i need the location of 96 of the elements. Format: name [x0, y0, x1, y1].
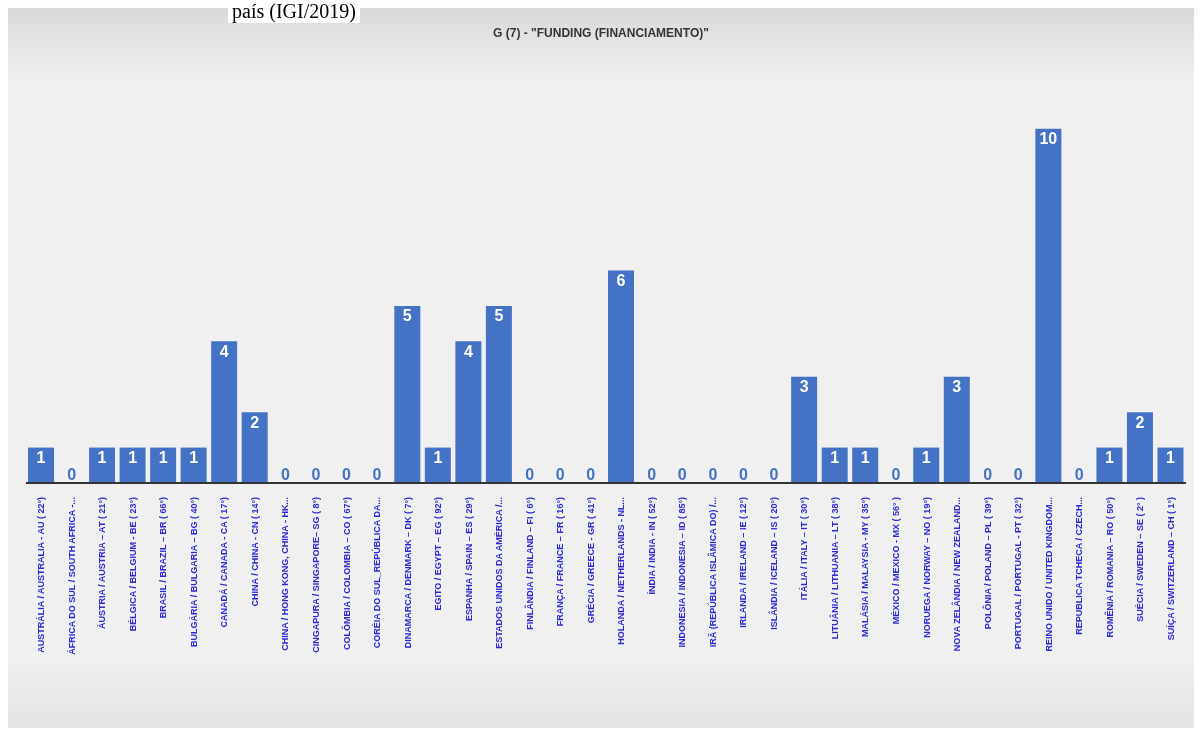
bar — [211, 341, 238, 483]
data-label: 0 — [677, 465, 687, 483]
data-label: 0 — [281, 465, 291, 483]
x-tick-label: BULGÁRIA / BULGARIA – BG ( 40°) — [188, 497, 199, 647]
data-label: 1 — [1104, 449, 1114, 467]
data-label: 5 — [494, 307, 504, 325]
x-tick-label: ÍNDIA / INDIA - IN ( 52°) — [646, 497, 657, 595]
data-label: 1 — [36, 449, 46, 467]
bar — [791, 376, 818, 483]
x-tick-label: SUÉCIA / SWEDEN – SE ( 2° ) — [1135, 497, 1146, 622]
data-label: 0 — [769, 465, 779, 483]
text: país (IGI/2019) — [228, 0, 360, 23]
x-tick-label: BÉLGICA / BELGIUM - BE ( 23°) — [127, 497, 138, 632]
data-label: 1 — [921, 449, 931, 467]
x-tick-label: FRANÇA / FRANCE – FR ( 16°) — [555, 497, 566, 627]
data-label: 0 — [311, 465, 321, 483]
x-tick-label: ÁUSTRIA / AUSTRIA – AT ( 21°) — [97, 497, 108, 630]
x-tick-label: ISLÂNDIA / ICELAND – IS ( 20°) — [767, 497, 779, 630]
x-tick-label: COLÔMBIA / COLOMBIA – CO ( 67°) — [340, 497, 352, 650]
data-label: 3 — [799, 378, 809, 396]
x-tick-label: SUÍÇA / SWITZERLAND – CH ( 1°) — [1165, 497, 1176, 641]
x-tick-label: REPUBLICA TCHECA / CZECH... — [1074, 497, 1085, 635]
chart-title: G (7) - "FUNDING (FINANCIAMENTO)" — [492, 26, 710, 40]
x-tick-label: HOLANDA / NETHERLANDS - NL... — [616, 497, 627, 645]
x-tick-label: FINLÂNDIA / FINLAND – FI ( 6°) — [523, 497, 535, 630]
bar — [150, 447, 177, 483]
data-label: 4 — [219, 342, 229, 360]
x-tick-label: MALÁSIA / MALAYSIA - MY ( 35°) — [860, 497, 871, 637]
x-tick-label: BRASIL / BRAZIL – BR ( 66°) — [158, 497, 169, 619]
bar — [1035, 128, 1062, 483]
x-tick-label: GRÉCIA / GREECE - GR ( 41°) — [585, 497, 596, 624]
bar — [455, 341, 482, 483]
data-label: 0 — [647, 465, 657, 483]
data-label: 3 — [952, 378, 962, 396]
x-tick-label: MÉXICO / MEXICO - MX ( 56° ) — [891, 497, 901, 625]
bar — [424, 447, 451, 483]
data-label: 1 — [860, 449, 870, 467]
data-label: 1 — [158, 449, 168, 467]
x-tick-label: EGITO / EGYPT – EG ( 92°) — [433, 497, 444, 611]
x-tick-label: DINAMARCA / DENMARK – DK ( 7°) — [402, 497, 413, 649]
data-label: 0 — [738, 465, 748, 483]
bar — [1157, 447, 1184, 483]
bar — [89, 447, 116, 483]
data-label: 0 — [586, 465, 596, 483]
data-label: 0 — [983, 465, 993, 483]
bar — [28, 447, 54, 483]
data-label: 4 — [463, 342, 473, 360]
x-tick-label: ESPANHA / SPAIN – ES ( 29°) — [463, 497, 474, 621]
data-label: 0 — [1013, 465, 1023, 483]
x-tick-label: CHINA / CHINA - CN ( 14°) — [249, 497, 260, 607]
x-tick-label: NOVA ZELÂNDIA / NEW ZEALAND... — [951, 497, 963, 652]
x-tick-label: LITUÂNIA / LITHUANIA – LT ( 38°) — [828, 497, 840, 640]
x-tick-label: PORTUGAL / PORTUGAL - PT ( 32°) — [1013, 497, 1024, 650]
x-tick-label: ROMÊNIA / ROMANIA – RO ( 50°) — [1103, 497, 1115, 638]
bar — [241, 412, 268, 483]
data-label: 0 — [67, 465, 77, 483]
x-tick-label: ESTADOS UNIDOS DA AMÉRICA /... — [494, 497, 505, 649]
x-tick-label: INDONESIA / INDONESIA – ID ( 85°) — [677, 497, 688, 648]
data-label: 0 — [891, 465, 901, 483]
data-label: 10 — [1039, 130, 1058, 148]
data-label: 0 — [1074, 465, 1084, 483]
x-tick-label: CANADÁ / CANADA - CA ( 17°) — [219, 497, 230, 628]
bar — [1126, 412, 1153, 483]
bar — [1096, 447, 1123, 483]
data-label: 1 — [433, 449, 443, 467]
data-label: 5 — [402, 307, 412, 325]
data-label: 2 — [250, 413, 260, 431]
data-label: 2 — [1135, 413, 1145, 431]
data-label: 1 — [1166, 449, 1176, 467]
bar — [852, 447, 879, 483]
data-label: 6 — [616, 272, 626, 289]
bar — [913, 447, 940, 483]
data-label: 0 — [708, 465, 718, 483]
x-tick-label: NORUEGA / NORWAY – NO ( 19°) — [921, 497, 932, 638]
data-label: 0 — [525, 465, 535, 483]
data-label: 1 — [128, 449, 138, 467]
x-tick-label: IRÃ (REPÚBLICA ISLÂMICA DO) /... — [706, 497, 718, 648]
bar — [394, 305, 421, 483]
bar — [485, 305, 512, 483]
x-tick-label: ÁFRICA DO SUL / SOUTH AFRICA -... — [66, 497, 77, 655]
data-label: 1 — [97, 449, 107, 467]
x-tick-label: ITÁLIA / ITALY – IT ( 30°) — [799, 497, 810, 601]
x-tick-label: CINGAPURA / SINGAPORE– SG ( 8°) — [311, 497, 321, 653]
data-label: 1 — [830, 449, 840, 467]
x-tick-label: CORÉIA DO SUL_REPÚBLICA DA... — [371, 497, 383, 649]
data-label: 0 — [555, 465, 565, 483]
x-tick-label: REINO UNIDO / UNITED KINGDOM... — [1043, 497, 1054, 652]
x-tick-label: POLÔNIA / POLAND – PL ( 39°) — [981, 497, 993, 630]
data-label: 0 — [372, 465, 382, 483]
x-tick-label: CHINA / HONG KONG, CHINA - HK... — [280, 497, 291, 651]
x-tick-label: IRLANDA / IRELAND – IE ( 12°) — [738, 497, 749, 628]
bar — [608, 270, 634, 483]
data-label: 1 — [189, 449, 199, 467]
bar — [943, 376, 970, 483]
x-tick-label: AUSTRÁLIA / AUSTRALIA - AU ( 22°) — [36, 497, 47, 653]
data-label: 0 — [342, 465, 352, 483]
